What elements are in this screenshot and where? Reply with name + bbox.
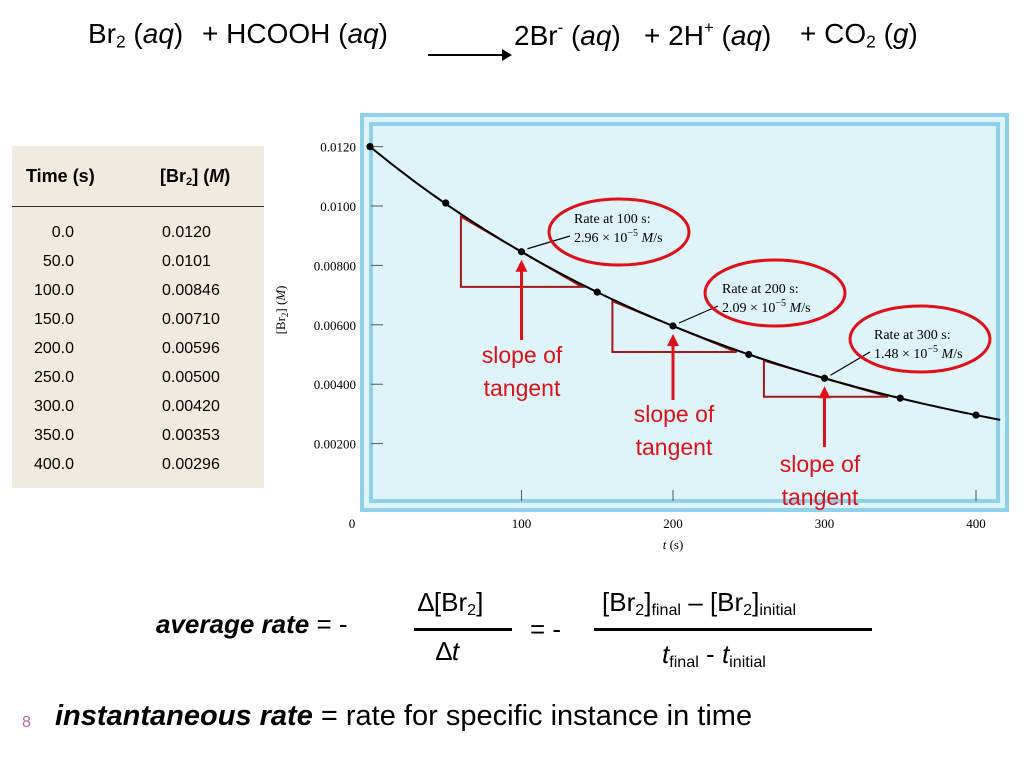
concentration-column-header: [Br2] (M) <box>160 166 231 188</box>
reaction-arrow <box>428 49 512 61</box>
product-h-ion: + 2H+ (aq) <box>644 18 772 51</box>
concentration-table: Time (s) [Br2] (M) 0.0 0.0120 50.0 0.0101 10… <box>12 146 264 488</box>
y-tick-label: 0.0120 <box>320 140 356 155</box>
rate-callout-ellipse <box>848 304 992 374</box>
average-rate-label: average rate = - <box>156 609 348 639</box>
slope-annotation-line2: tangent <box>782 484 859 510</box>
data-point <box>669 322 677 330</box>
rate-callout-title: Rate at 300 s: <box>874 328 951 343</box>
rate-callout-ellipse <box>547 197 691 267</box>
concentration-difference-numerator: [Br2]final – [Br2]initial <box>602 587 797 620</box>
slope-arrowhead <box>515 259 528 272</box>
time-column-header: Time (s) <box>26 166 95 186</box>
x-tick-label: 300 <box>815 516 835 531</box>
plot-inner-frame <box>369 122 1000 503</box>
table-cell-concentration: 0.00596 <box>162 340 220 357</box>
instantaneous-rate-definition: instantaneous rate = rate for specific i… <box>55 700 753 732</box>
y-axis-label: [Br2] (M) <box>273 285 290 334</box>
table-header-divider <box>12 206 264 207</box>
slope-annotation-line1: slope of <box>634 401 715 427</box>
table-cell-concentration: 0.00500 <box>162 369 220 386</box>
reactant-hcooh: + HCOOH (aq) <box>202 18 388 49</box>
slope-arrowhead <box>818 386 831 399</box>
slope-annotation-line2: tangent <box>636 434 713 460</box>
table-cell-concentration: 0.00353 <box>162 427 220 444</box>
y-tick-label: 0.00200 <box>314 437 356 452</box>
table-cell-time: 200.0 <box>33 340 74 357</box>
y-tick-label: 0.0100 <box>320 199 356 214</box>
table-cell-concentration: 0.0101 <box>162 253 211 270</box>
product-co2: + CO2 (g) <box>800 18 918 52</box>
delta-t-denominator: ∆t <box>436 636 460 666</box>
fraction-bar-2 <box>594 628 872 631</box>
slope-annotation-line1: slope of <box>482 342 563 368</box>
slope-annotation-line2: tangent <box>484 375 561 401</box>
table-cell-concentration: 0.00710 <box>162 311 220 328</box>
data-point <box>593 288 601 296</box>
data-point <box>442 199 450 207</box>
data-point <box>517 248 526 256</box>
data-point <box>820 374 829 382</box>
callout-leader <box>527 235 571 250</box>
table-cell-concentration: 0.00296 <box>162 456 220 473</box>
plot-panel <box>360 113 1009 512</box>
y-tick-label: 0.00600 <box>314 318 356 333</box>
decay-curve <box>369 145 1001 421</box>
table-cell-time: 150.0 <box>33 311 74 328</box>
data-point <box>366 143 374 151</box>
table-cell-concentration: 0.00846 <box>162 282 220 299</box>
x-tick-label: 400 <box>966 516 986 531</box>
x-tick-label: 200 <box>663 516 683 531</box>
rate-callout-value: 1.48 × 10−5 M/s <box>874 344 963 362</box>
slope-arrowhead <box>667 333 679 346</box>
rate-callout-title: Rate at 200 s: <box>722 282 799 297</box>
equals-minus: = - <box>530 614 562 644</box>
table-cell-time: 350.0 <box>33 427 74 444</box>
delta-br2-numerator: ∆[Br2] <box>418 587 484 620</box>
x-tick-label: 100 <box>512 516 532 531</box>
slope-annotation-line1: slope of <box>780 451 861 477</box>
table-cell-concentration: 0.0120 <box>162 224 211 241</box>
data-point <box>745 350 753 359</box>
table-cell-time: 300.0 <box>33 398 74 415</box>
y-tick-label: 0.00400 <box>314 377 356 392</box>
rate-callout-value: 2.09 × 10−5 M/s <box>722 298 811 316</box>
rate-callout-value: 2.96 × 10−5 M/s <box>574 228 663 246</box>
product-br-ion: 2Br- (aq) <box>514 18 621 51</box>
fraction-bar-1 <box>414 628 512 631</box>
data-point <box>896 394 904 402</box>
y-tick-label: 0.00800 <box>314 258 356 273</box>
slide-number: 8 <box>22 714 31 731</box>
time-difference-denominator: tfinal - tinitial <box>662 639 766 672</box>
table-cell-concentration: 0.00420 <box>162 398 220 415</box>
callout-leader <box>830 351 871 376</box>
data-point <box>972 411 980 419</box>
table-cell-time: 50.0 <box>42 253 74 270</box>
table-cell-time: 400.0 <box>33 456 74 473</box>
x-tick-label: 0 <box>349 516 356 531</box>
table-cell-time: 250.0 <box>33 369 74 386</box>
reactant-br2: Br2 (aq) <box>88 18 184 52</box>
rate-callout-ellipse <box>703 258 847 328</box>
x-axis-label: t (s) <box>663 537 684 552</box>
table-cell-time: 0.0 <box>51 224 74 241</box>
table-cell-time: 100.0 <box>33 282 74 299</box>
reaction-equation: Br2 (aq) + HCOOH (aq) 2Br- (aq) + 2H+ (a… <box>0 18 1024 61</box>
rate-callout-title: Rate at 100 s: <box>574 212 651 227</box>
